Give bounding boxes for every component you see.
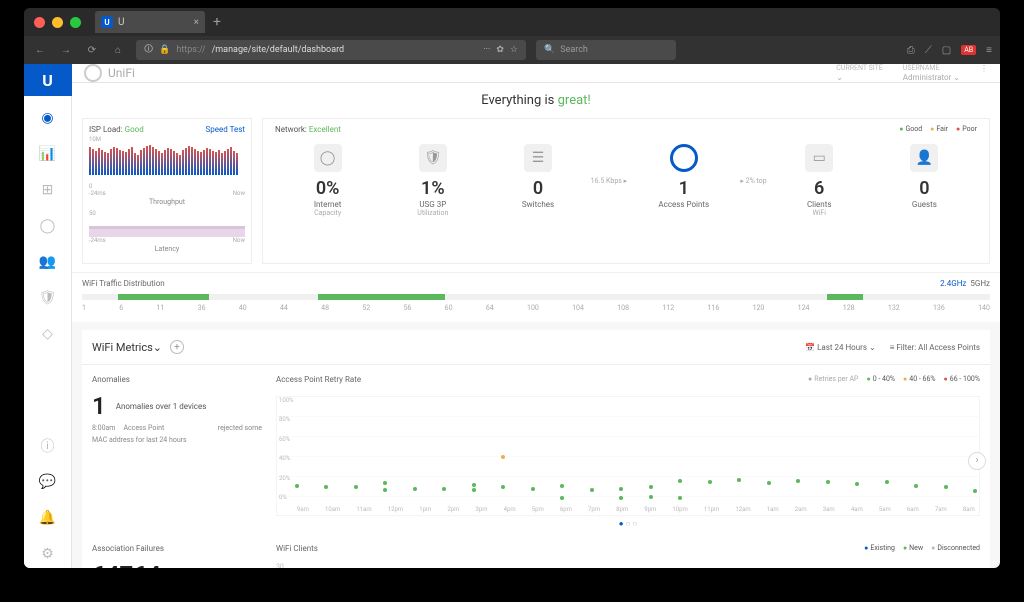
stat-access-points[interactable]: 1Access Points <box>631 144 736 217</box>
browser-toolbar: ← → ⟳ ⌂ 🛈 🔒 https:// /manage/site/defaul… <box>24 36 1000 64</box>
section-title: WiFi Metrics <box>92 341 153 354</box>
nav-settings-icon[interactable]: ⚙ <box>34 540 62 568</box>
main-area: UniFi CURRENT SITE⌄ USERNAMEAdministrato… <box>72 64 1000 568</box>
brand: UniFi <box>84 64 135 82</box>
wifi-distribution: WiFi Traffic Distribution 2.4GHz 5GHz 16… <box>72 272 1000 322</box>
retry-rate-widget: Access Point Retry Rate Retries per AP 0… <box>276 375 980 528</box>
add-widget-button[interactable]: + <box>170 340 184 354</box>
user-menu[interactable]: USERNAMEAdministrator ⌄ <box>903 64 960 82</box>
sidebar-icon[interactable]: ▢ <box>942 45 951 56</box>
stat-switches[interactable]: ☰0Switches <box>485 144 590 217</box>
hero-status: Everything is great! <box>72 83 1000 118</box>
forward-button[interactable]: → <box>58 45 74 56</box>
speed-test-link[interactable]: Speed Test <box>206 125 245 134</box>
anomalies-widget: Anomalies 1 Anomalies over 1 devices 8:0… <box>92 375 262 528</box>
stat-internet[interactable]: ◯0%InternetCapacity <box>275 144 380 217</box>
nav-dashboard-icon[interactable]: ◉ <box>34 104 62 132</box>
minimize-icon[interactable] <box>52 17 63 28</box>
nav-insights-icon[interactable]: 🛡 <box>34 284 62 312</box>
filter-selector[interactable]: ≡ Filter: All Access Points <box>890 343 980 352</box>
wifi-clients-widget: WiFi Clients Existing New Disconnected 3… <box>276 544 980 568</box>
app-topbar: UniFi CURRENT SITE⌄ USERNAMEAdministrato… <box>72 64 1000 83</box>
nav-info-icon[interactable]: ⓘ <box>34 432 62 460</box>
nav-stats-icon[interactable]: 📊 <box>34 140 62 168</box>
period-selector[interactable]: 📅 Last 24 Hours ⌄ <box>805 343 876 352</box>
new-tab-button[interactable]: + <box>213 14 221 30</box>
logo-icon[interactable]: U <box>24 64 72 96</box>
wifi-metrics-section: WiFi Metrics ⌄ + 📅 Last 24 Hours ⌄ ≡ Fil… <box>82 330 990 568</box>
window-controls <box>34 17 81 28</box>
latency-chart <box>89 217 245 237</box>
left-nav: U ◉ 📊 ⊞ ◯ 👥 🛡 ◇ ⓘ 💬 🔔 ⚙ <box>24 64 72 568</box>
isp-panel: ISP Load: Good Speed Test 10M 0 -24msNow… <box>82 118 252 264</box>
site-selector[interactable]: CURRENT SITE⌄ <box>836 64 883 82</box>
ext-icon[interactable]: ⟋ <box>925 45 932 56</box>
next-chart-button[interactable]: › <box>968 452 986 470</box>
tab-title: U <box>118 17 124 28</box>
tab-close-icon[interactable]: × <box>194 17 199 28</box>
nav-devices-icon[interactable]: ◯ <box>34 212 62 240</box>
page-content: U ◉ 📊 ⊞ ◯ 👥 🛡 ◇ ⓘ 💬 🔔 ⚙ UniFi CUR <box>24 64 1000 568</box>
browser-window: U U × + ← → ⟳ ⌂ 🛈 🔒 https:// /manage/sit… <box>24 8 1000 568</box>
url-path: /manage/site/default/dashboard <box>212 45 345 55</box>
browser-tab[interactable]: U U × <box>95 11 205 33</box>
stat-guests[interactable]: 👤0Guests <box>872 144 977 217</box>
search-bar[interactable]: 🔍 Search <box>536 40 676 60</box>
nav-chat-icon[interactable]: 💬 <box>34 468 62 496</box>
ext-badge[interactable]: AB <box>961 45 976 55</box>
retry-chart: 100%80%60%40%20%0% 9am10am11am12pm1pm2pm… <box>276 396 980 516</box>
home-button[interactable]: ⌂ <box>110 45 126 56</box>
close-icon[interactable] <box>34 17 45 28</box>
brand-name: UniFi <box>108 66 135 80</box>
stat-clients[interactable]: ▭6ClientsWiFi <box>767 144 872 217</box>
nav-events-icon[interactable]: ◇ <box>34 320 62 348</box>
maximize-icon[interactable] <box>70 17 81 28</box>
brand-icon <box>84 64 102 82</box>
bookmark-icon[interactable]: ☆ <box>510 45 518 55</box>
back-button[interactable]: ← <box>32 45 48 56</box>
throughput-chart <box>89 145 245 175</box>
search-placeholder: Search <box>560 45 588 55</box>
more-icon[interactable]: ··· <box>483 45 490 55</box>
titlebar: U U × + <box>24 8 1000 36</box>
chevron-down-icon[interactable]: ⌄ <box>153 341 162 354</box>
network-panel: Network: Excellent Good Fair Poor ◯0%Int… <box>262 118 990 264</box>
kebab-icon[interactable]: ⋮ <box>980 64 988 82</box>
reload-button[interactable]: ⟳ <box>84 45 100 56</box>
menu-icon[interactable]: ≡ <box>986 45 992 56</box>
lock-icon: 🔒 <box>159 45 170 55</box>
nav-map-icon[interactable]: ⊞ <box>34 176 62 204</box>
url-scheme: https:// <box>176 45 205 55</box>
chart-pager[interactable]: ● ○ ○ <box>276 519 980 528</box>
search-icon: 🔍 <box>544 45 555 55</box>
nav-alerts-icon[interactable]: 🔔 <box>34 504 62 532</box>
nav-clients-icon[interactable]: 👥 <box>34 248 62 276</box>
shield-icon: 🛈 <box>144 42 153 58</box>
reader-icon[interactable]: ✿ <box>496 45 504 55</box>
favicon-icon: U <box>101 16 113 28</box>
stat-usg-3p[interactable]: 🛡1%USG 3PUtilization <box>380 144 485 217</box>
assoc-failures-widget: Association Failures 64764 <box>92 544 262 568</box>
library-icon[interactable]: ⎙ <box>907 45 915 56</box>
anomaly-count: 1 <box>92 392 106 420</box>
address-bar[interactable]: 🛈 🔒 https:// /manage/site/default/dashbo… <box>136 40 526 60</box>
